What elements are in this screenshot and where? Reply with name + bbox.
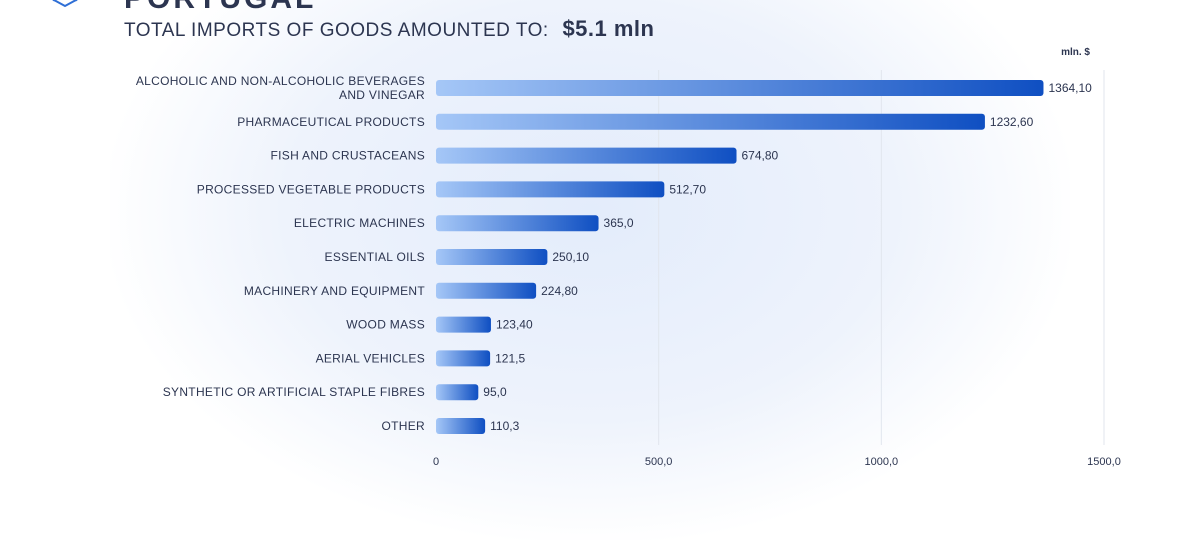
- bar: [436, 282, 537, 299]
- category-labels: ALCOHOLIC AND NON-ALCOHOLIC BEVERAGESAND…: [136, 74, 426, 433]
- bar-value-label: 1364,10: [1048, 81, 1092, 95]
- globe-logo-icon: [42, 0, 88, 15]
- bar-value-label: 110,3: [490, 419, 519, 433]
- x-axis-ticks: 0 500,0 1000,0 1500,0: [433, 456, 1121, 468]
- bar: [436, 350, 491, 367]
- bar-value-label: 123,40: [496, 318, 533, 332]
- total-imports-headline: TOTAL IMPORTS OF GOODS AMOUNTED TO: $5.1…: [124, 16, 654, 42]
- category-label: AND VINEGAR: [339, 88, 425, 102]
- category-label: SYNTHETIC OR ARTIFICIAL STAPLE FIBRES: [163, 385, 425, 399]
- x-tick-label: 500,0: [645, 456, 673, 468]
- category-label: AERIAL VEHICLES: [316, 351, 425, 365]
- x-tick-label: 1500,0: [1087, 456, 1121, 468]
- bar-chart: ALCOHOLIC AND NON-ALCOHOLIC BEVERAGESAND…: [136, 70, 1121, 468]
- unit-label: mln. $: [1061, 47, 1090, 58]
- x-tick-label: 0: [433, 456, 439, 468]
- bar-value-label: 512,70: [669, 182, 706, 196]
- bar: [436, 181, 665, 198]
- headline-amount: $5.1 mln: [562, 16, 655, 41]
- headline-label: TOTAL IMPORTS OF GOODS AMOUNTED TO:: [124, 20, 549, 41]
- category-label: PHARMACEUTICAL PRODUCTS: [237, 115, 425, 129]
- category-label: ELECTRIC MACHINES: [294, 216, 425, 230]
- bar: [436, 80, 1044, 96]
- category-label: WOOD MASS: [346, 318, 425, 332]
- bar-value-label: 224,80: [541, 284, 578, 298]
- category-label: FISH AND CRUSTACEANS: [271, 149, 425, 163]
- bar: [436, 418, 486, 434]
- category-label: ESSENTIAL OILS: [325, 250, 425, 264]
- bar-value-label: 674,80: [742, 149, 779, 163]
- bar: [436, 147, 737, 164]
- grid-lines: [658, 70, 1105, 445]
- bars: [436, 80, 1044, 434]
- bar-value-label: 250,10: [552, 250, 589, 264]
- bar: [436, 384, 479, 401]
- bar: [436, 316, 491, 333]
- bar: [436, 215, 599, 232]
- category-label: MACHINERY AND EQUIPMENT: [244, 284, 426, 298]
- bar: [436, 113, 985, 130]
- country-title: PORTUGAL: [124, 0, 316, 16]
- bar-value-label: 95,0: [483, 385, 507, 399]
- value-labels: 1364,10 1232,60 674,80 512,70 365,0 250,10 224…: [483, 81, 1092, 433]
- bar-value-label: 365,0: [604, 216, 634, 230]
- bar-value-label: 1232,60: [990, 115, 1034, 129]
- category-label: PROCESSED VEGETABLE PRODUCTS: [197, 182, 425, 196]
- category-label: ALCOHOLIC AND NON-ALCOHOLIC BEVERAGES: [136, 74, 425, 88]
- x-tick-label: 1000,0: [865, 456, 899, 468]
- bar-value-label: 121,5: [495, 351, 525, 365]
- category-label: OTHER: [382, 419, 426, 433]
- bar: [436, 249, 548, 265]
